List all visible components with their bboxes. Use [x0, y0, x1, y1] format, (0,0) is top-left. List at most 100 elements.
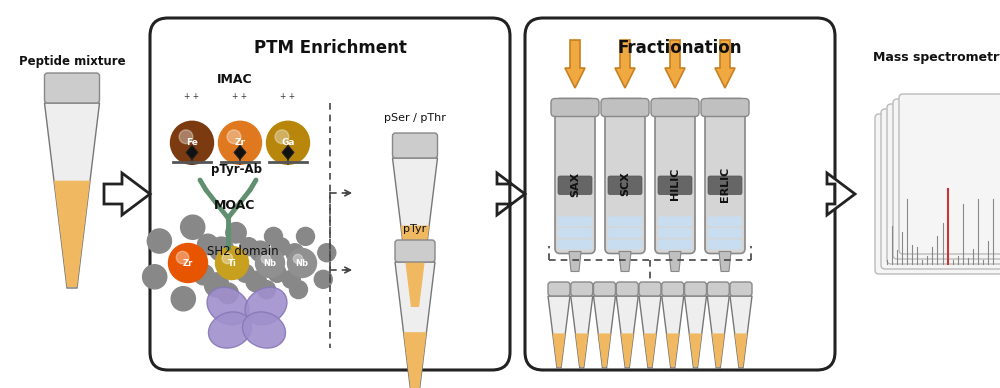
FancyBboxPatch shape	[899, 94, 1000, 254]
Polygon shape	[666, 333, 679, 367]
FancyBboxPatch shape	[708, 239, 742, 249]
Polygon shape	[598, 333, 611, 367]
Polygon shape	[719, 251, 731, 272]
Circle shape	[170, 121, 214, 164]
Polygon shape	[497, 173, 525, 215]
Circle shape	[266, 121, 310, 164]
Circle shape	[246, 271, 266, 292]
Polygon shape	[689, 333, 702, 367]
FancyBboxPatch shape	[707, 282, 729, 296]
Polygon shape	[401, 225, 429, 307]
Polygon shape	[395, 262, 435, 388]
FancyBboxPatch shape	[708, 176, 742, 195]
Ellipse shape	[242, 312, 286, 348]
FancyBboxPatch shape	[708, 217, 742, 227]
FancyBboxPatch shape	[392, 133, 438, 158]
Polygon shape	[234, 146, 246, 159]
FancyBboxPatch shape	[525, 18, 835, 370]
FancyBboxPatch shape	[558, 228, 592, 238]
Circle shape	[226, 222, 246, 243]
Polygon shape	[735, 333, 747, 367]
Polygon shape	[665, 40, 685, 88]
Circle shape	[171, 287, 195, 311]
Circle shape	[236, 264, 254, 282]
Circle shape	[272, 238, 290, 256]
Text: Fractionation: Fractionation	[618, 39, 742, 57]
Polygon shape	[615, 40, 635, 88]
Polygon shape	[621, 333, 634, 367]
Text: Nb: Nb	[296, 258, 308, 267]
Polygon shape	[827, 173, 855, 215]
Circle shape	[290, 281, 307, 299]
Text: pSer / pThr: pSer / pThr	[384, 113, 446, 123]
FancyBboxPatch shape	[594, 282, 615, 296]
Circle shape	[168, 244, 208, 282]
Circle shape	[215, 246, 248, 279]
Text: + +: + +	[232, 92, 248, 101]
Polygon shape	[553, 333, 565, 367]
Ellipse shape	[245, 287, 287, 325]
FancyBboxPatch shape	[708, 228, 742, 238]
Polygon shape	[186, 146, 198, 159]
FancyBboxPatch shape	[558, 217, 592, 227]
Circle shape	[268, 264, 286, 282]
Circle shape	[181, 215, 205, 239]
Text: SCX: SCX	[620, 171, 630, 196]
Polygon shape	[565, 40, 585, 88]
Polygon shape	[594, 296, 616, 368]
FancyBboxPatch shape	[684, 282, 706, 296]
Text: SAX: SAX	[570, 171, 580, 197]
Text: Ti: Ti	[228, 258, 236, 267]
FancyBboxPatch shape	[655, 99, 695, 253]
Text: + +: + +	[280, 92, 296, 101]
Polygon shape	[616, 296, 638, 368]
FancyBboxPatch shape	[881, 109, 1000, 269]
FancyBboxPatch shape	[150, 18, 510, 370]
Polygon shape	[730, 296, 752, 368]
Polygon shape	[619, 251, 631, 272]
Text: pTyr: pTyr	[403, 224, 427, 234]
Ellipse shape	[208, 312, 252, 348]
Circle shape	[205, 273, 229, 297]
FancyBboxPatch shape	[887, 104, 1000, 264]
Polygon shape	[662, 296, 684, 368]
Polygon shape	[404, 332, 426, 388]
Polygon shape	[684, 296, 706, 368]
FancyBboxPatch shape	[608, 176, 642, 195]
FancyBboxPatch shape	[571, 282, 593, 296]
Circle shape	[176, 251, 189, 264]
Text: Zr: Zr	[234, 138, 246, 147]
FancyBboxPatch shape	[705, 99, 745, 253]
Circle shape	[282, 270, 300, 288]
FancyBboxPatch shape	[616, 282, 638, 296]
Text: PTM Enrichment: PTM Enrichment	[254, 39, 406, 57]
Circle shape	[293, 254, 303, 263]
Circle shape	[198, 234, 218, 255]
FancyBboxPatch shape	[395, 240, 435, 262]
Polygon shape	[644, 333, 656, 367]
Circle shape	[240, 238, 258, 256]
Text: Mass spectrometry: Mass spectrometry	[873, 52, 1000, 64]
Polygon shape	[575, 333, 588, 367]
Circle shape	[261, 254, 271, 263]
Text: HILIC: HILIC	[670, 168, 680, 200]
FancyBboxPatch shape	[608, 217, 642, 227]
Polygon shape	[392, 158, 438, 308]
Circle shape	[147, 229, 171, 253]
FancyBboxPatch shape	[658, 239, 692, 249]
FancyBboxPatch shape	[662, 282, 684, 296]
Polygon shape	[669, 251, 681, 272]
Text: ERLIC: ERLIC	[720, 166, 730, 202]
FancyBboxPatch shape	[601, 99, 649, 116]
FancyBboxPatch shape	[639, 282, 661, 296]
FancyBboxPatch shape	[548, 282, 570, 296]
Polygon shape	[712, 333, 725, 367]
Polygon shape	[282, 146, 294, 159]
Circle shape	[250, 241, 270, 262]
Ellipse shape	[207, 287, 249, 325]
Polygon shape	[571, 296, 593, 368]
Text: IMAC: IMAC	[217, 73, 253, 87]
Text: pTyr-Ab: pTyr-Ab	[211, 163, 262, 176]
Text: + +: + +	[184, 92, 200, 101]
Text: Nb: Nb	[264, 258, 276, 267]
